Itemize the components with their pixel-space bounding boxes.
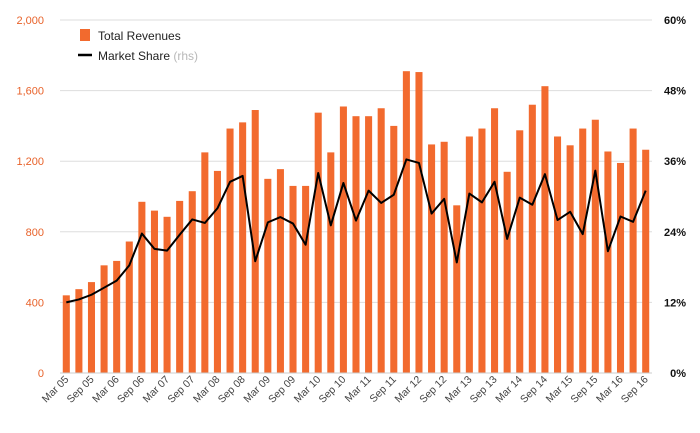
x-axis-tick-label: Sep 14 (518, 374, 550, 406)
revenue-bar (453, 205, 461, 373)
right-axis-tick-label: 0% (670, 368, 686, 380)
revenue-bar (188, 191, 196, 373)
revenue-bar (465, 136, 473, 373)
revenue-bar (528, 104, 536, 373)
revenue-bar (62, 295, 70, 373)
revenue-bar (541, 86, 549, 373)
revenue-bar (478, 128, 486, 373)
market-share-line (66, 158, 647, 304)
revenue-bar (75, 289, 83, 373)
revenue-bar (566, 145, 574, 373)
left-axis-tick-label: 400 (26, 297, 44, 309)
left-axis-tick-label: 800 (26, 227, 44, 239)
legend-label-market-share: Market Share (rhs) (98, 49, 198, 63)
revenue-bar (629, 128, 637, 373)
legend-label-market-share-suffix: (rhs) (173, 49, 198, 63)
revenue-bar (402, 71, 410, 373)
revenue-bar (352, 116, 360, 373)
revenue-bar (377, 108, 385, 373)
x-axis-tick-label: Sep 15 (568, 374, 600, 406)
x-axis-tick-label: Sep 10 (317, 374, 349, 406)
x-axis-tick-label: Sep 09 (266, 374, 298, 406)
market-share-line-group (66, 158, 647, 304)
left-axis-tick-label: 2,000 (16, 15, 44, 27)
revenue-bar (327, 152, 335, 374)
revenue-bar (415, 72, 423, 373)
legend-swatch-total-revenues (80, 29, 90, 41)
revenue-bar (428, 144, 436, 373)
x-axis-tick-label: Sep 06 (115, 374, 147, 406)
revenue-bar (491, 108, 499, 373)
x-axis-tick-label: Sep 11 (367, 374, 399, 406)
revenue-bar (302, 185, 310, 373)
revenue-bar (604, 151, 612, 373)
revenue-bar (554, 136, 562, 373)
x-axis-tick-label: Sep 07 (165, 374, 197, 406)
revenue-bar (251, 110, 259, 373)
x-axis-tick-label: Sep 12 (417, 374, 449, 406)
revenue-bar (163, 216, 171, 373)
legend: Total Revenues Market Share (rhs) (78, 29, 198, 63)
revenue-bar (100, 265, 108, 373)
x-axis-tick-label: Sep 16 (619, 374, 651, 406)
revenue-bar (642, 149, 650, 373)
revenue-bar (150, 210, 158, 373)
revenue-bar (516, 130, 524, 373)
revenue-bars (62, 71, 650, 374)
revenue-bar (390, 125, 398, 374)
x-axis-tick-label: Sep 13 (468, 374, 500, 406)
revenue-bar (591, 119, 599, 373)
revenue-bar (113, 260, 121, 373)
right-axis-tick-label: 24% (664, 227, 686, 239)
revenue-bar (87, 282, 96, 373)
revenue-bar (176, 200, 184, 373)
right-axis-tick-label: 12% (664, 297, 686, 309)
revenue-bar (125, 241, 133, 373)
x-axis-tick-label: Mar 11 (343, 374, 374, 405)
left-axis-tick-label: 0 (38, 368, 44, 380)
revenue-bar (503, 171, 511, 373)
revenue-bar (239, 122, 247, 374)
right-axis-tick-label: 60% (664, 15, 686, 27)
revenue-bar (201, 152, 209, 374)
revenue-bar (264, 178, 272, 373)
legend-label-market-share-name: Market Share (98, 49, 170, 63)
legend-label-total-revenues: Total Revenues (98, 29, 181, 43)
right-axis-tick-label: 48% (664, 86, 686, 98)
revenue-bar (289, 185, 297, 373)
revenue-bar (339, 106, 347, 374)
x-axis-tick-label: Sep 05 (65, 374, 97, 406)
revenue-bar (365, 116, 373, 373)
right-axis-tick-label: 36% (664, 156, 686, 168)
revenue-bar (226, 128, 234, 373)
x-axis-tick-label: Sep 08 (216, 374, 248, 406)
revenue-bar (314, 112, 322, 373)
revenue-bar (213, 170, 221, 373)
revenue-bar (616, 162, 625, 373)
left-axis-tick-label: 1,600 (16, 86, 44, 98)
revenue-bar (276, 169, 284, 373)
revenue-bar (138, 201, 146, 373)
revenue-bar (579, 128, 587, 373)
revenue-bar (440, 141, 448, 373)
left-axis-tick-label: 1,200 (16, 156, 44, 168)
